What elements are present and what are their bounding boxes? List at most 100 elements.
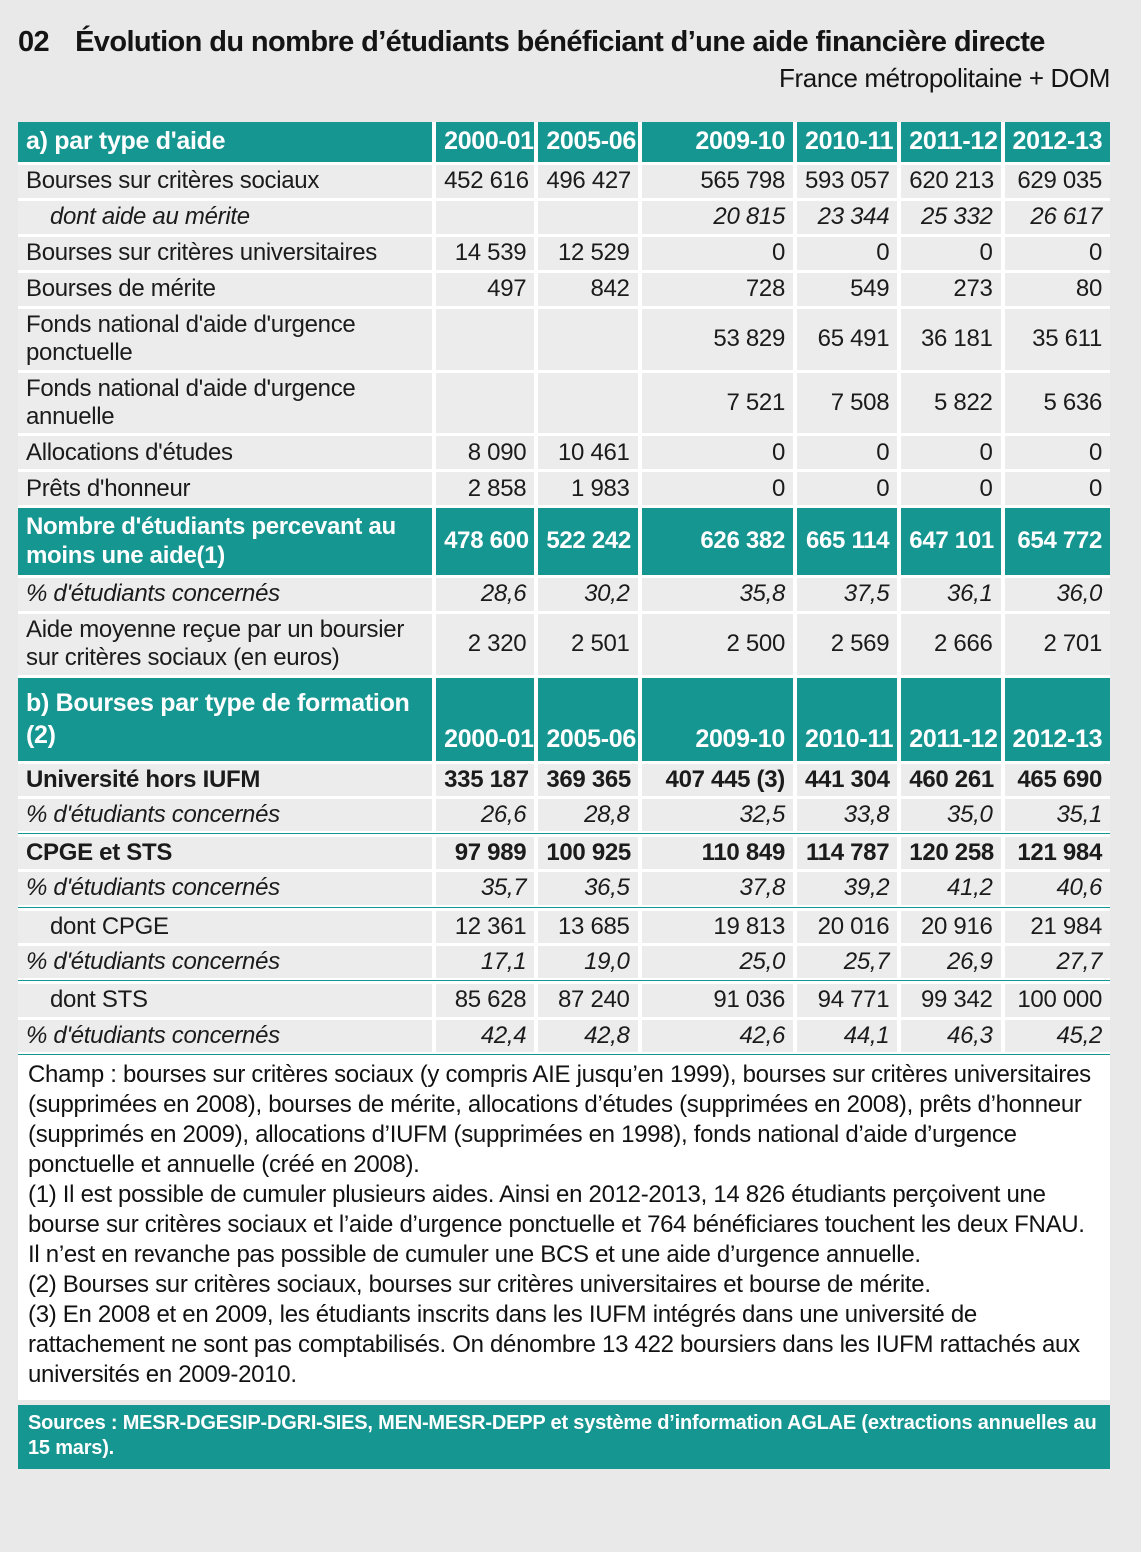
cell-value: 87 240: [534, 981, 638, 1017]
cell-value: 14 539: [432, 234, 535, 270]
cell-value: 369 365: [534, 760, 638, 796]
teal-divider-row: [18, 904, 1110, 908]
col-header-year: 2009-10: [637, 122, 793, 162]
cell-value: 100 000: [1000, 981, 1110, 1017]
cell-value: 728: [637, 270, 793, 306]
cell-value: 28,8: [534, 795, 638, 832]
cell-value: 85 628: [432, 981, 535, 1017]
cell-value: 120 258: [897, 834, 1001, 870]
cell-value: [432, 306, 535, 370]
cell-value: 647 101: [897, 505, 1001, 575]
cell-value: 2 500: [637, 610, 793, 675]
col-header-year: 2010-11: [793, 674, 898, 761]
col-header-year: 2010-11: [793, 122, 898, 162]
cell-value: [534, 198, 638, 234]
cell-value: 94 771: [793, 981, 898, 1017]
cell-value: 26,9: [897, 943, 1001, 979]
cell-value: 17,1: [432, 943, 535, 979]
cell-value: 0: [897, 234, 1001, 270]
cell-value: 37,8: [637, 869, 793, 905]
row-label: Bourses de mérite: [18, 270, 433, 306]
cell-value: 497: [432, 270, 535, 306]
cell-value: 44,1: [793, 1016, 898, 1052]
footnote: (3) En 2008 et en 2009, les étudiants in…: [28, 1301, 1080, 1388]
row-label: dont aide au mérite: [18, 198, 433, 234]
cell-value: 100 925: [534, 834, 638, 870]
table-number: 02: [18, 26, 50, 58]
cell-value: 460 261: [897, 760, 1001, 796]
cell-value: 522 242: [534, 505, 638, 575]
cell-value: 20 016: [793, 907, 898, 944]
row-label: Fonds national d'aide d'urgence annuelle: [18, 369, 433, 434]
cell-value: 5 636: [1000, 369, 1110, 434]
col-header-year: 2005-06: [534, 674, 638, 761]
cell-value: 36 181: [897, 306, 1001, 370]
cell-value: 0: [637, 234, 793, 270]
cell-value: 496 427: [534, 162, 638, 198]
cell-value: 121 984: [1000, 834, 1110, 870]
row-label: % d'étudiants concernés: [18, 574, 433, 611]
row-label: % d'étudiants concernés: [18, 795, 433, 832]
cell-value: 80: [1000, 270, 1110, 306]
footnote: Champ : bourses sur critères sociaux (y …: [28, 1061, 1091, 1178]
footnotes-block: Champ : bourses sur critères sociaux (y …: [18, 1055, 1110, 1400]
cell-value: 37,5: [793, 574, 898, 611]
cell-value: 36,0: [1000, 574, 1110, 611]
cell-value: 0: [1000, 469, 1110, 506]
teal-divider: [18, 978, 1110, 982]
cell-value: 654 772: [1000, 505, 1110, 575]
cell-value: 42,4: [432, 1016, 535, 1052]
row-label: % d'étudiants concernés: [18, 1016, 433, 1052]
footnote: (1) Il est possible de cumuler plusieurs…: [28, 1181, 1085, 1268]
table-row: dont aide au mérite 20 815 23 344 25 332 26 …: [18, 198, 1110, 234]
table-row: % d'étudiants concernés 28,6 30,2 35,8 37,5 3…: [18, 574, 1110, 611]
title-bar: 02 Évolution du nombre d’étudiants bénéf…: [18, 0, 1110, 59]
cell-value: 549: [793, 270, 898, 306]
cell-value: 12 529: [534, 234, 638, 270]
cell-value: 25,7: [793, 943, 898, 979]
cell-value: 33,8: [793, 795, 898, 832]
table-row: Prêts d'honneur 2 858 1 983 0 0 0 0: [18, 469, 1110, 506]
row-label: % d'étudiants concernés: [18, 869, 433, 905]
col-header-year: 2000-01: [432, 122, 535, 162]
table-row: dont STS 85 628 87 240 91 036 94 771 99 342 10…: [18, 981, 1110, 1017]
cell-value: 26 617: [1000, 198, 1110, 234]
cell-value: 27,7: [1000, 943, 1110, 979]
cell-value: 12 361: [432, 907, 535, 944]
row-label: CPGE et STS: [18, 834, 433, 870]
cell-value: 2 666: [897, 610, 1001, 675]
cell-value: 53 829: [637, 306, 793, 370]
table-row: Bourses sur critères sociaux 452 616 496 4…: [18, 162, 1110, 198]
cell-value: 35,8: [637, 574, 793, 611]
cell-value: 35,1: [1000, 795, 1110, 832]
teal-divider: [18, 831, 1110, 835]
cell-value: 335 187: [432, 760, 535, 796]
cell-value: 30,2: [534, 574, 638, 611]
cell-value: 114 787: [793, 834, 898, 870]
cell-value: 0: [793, 433, 898, 470]
cell-value: 0: [637, 469, 793, 506]
teal-divider-row: [18, 978, 1110, 982]
cell-value: 21 984: [1000, 907, 1110, 944]
cell-value: 41,2: [897, 869, 1001, 905]
cell-value: 39,2: [793, 869, 898, 905]
table-row: Fonds national d'aide d'urgence annuelle…: [18, 369, 1110, 434]
cell-value: [534, 306, 638, 370]
cell-value: 42,8: [534, 1016, 638, 1052]
cell-value: 65 491: [793, 306, 898, 370]
cell-value: 110 849: [637, 834, 793, 870]
cell-value: 23 344: [793, 198, 898, 234]
cell-value: 36,5: [534, 869, 638, 905]
page-title: Évolution du nombre d’étudiants bénéfici…: [75, 26, 1045, 58]
cell-value: [534, 369, 638, 434]
table-row: % d'étudiants concernés 35,7 36,5 37,8 39,2 4…: [18, 869, 1110, 905]
cell-value: [432, 198, 535, 234]
cell-value: 7 521: [637, 369, 793, 434]
cell-value: 25,0: [637, 943, 793, 979]
cell-value: 273: [897, 270, 1001, 306]
table-row: dont CPGE 12 361 13 685 19 813 20 016 20 916 2…: [18, 907, 1110, 944]
document-page: 02 Évolution du nombre d’étudiants bénéf…: [18, 0, 1110, 1469]
cell-value: 35,0: [897, 795, 1001, 832]
row-label: Aide moyenne reçue par un boursier sur c…: [18, 610, 433, 675]
section-title: a) par type d'aide: [18, 122, 433, 162]
